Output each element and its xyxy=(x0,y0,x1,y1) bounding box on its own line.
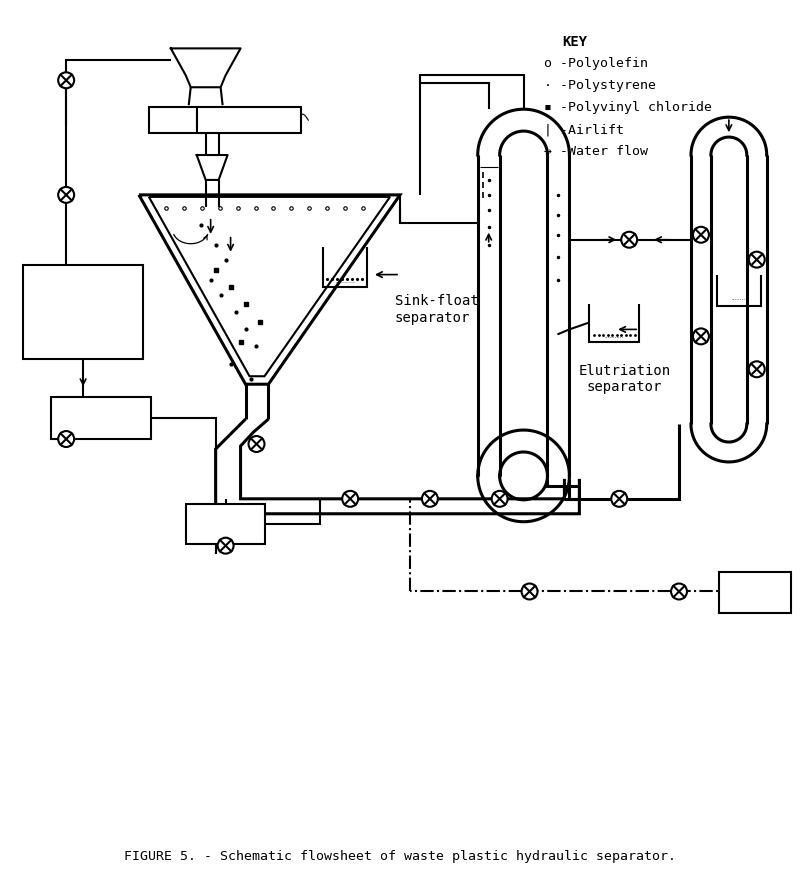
Bar xyxy=(51,397,151,439)
Circle shape xyxy=(622,232,637,248)
Text: ........: ........ xyxy=(732,296,746,300)
Circle shape xyxy=(522,584,538,600)
Text: ...........: ........... xyxy=(605,334,624,340)
Bar xyxy=(719,571,790,613)
Circle shape xyxy=(671,584,687,600)
Text: ..........: .......... xyxy=(335,279,355,283)
Circle shape xyxy=(611,491,627,507)
Circle shape xyxy=(749,252,765,267)
Text: Water
pump: Water pump xyxy=(80,403,122,434)
Circle shape xyxy=(58,431,74,447)
Text: | -Airlift: | -Airlift xyxy=(545,123,625,136)
Text: Air
supply: Air supply xyxy=(730,578,780,608)
Circle shape xyxy=(218,537,234,553)
Text: Flow
meter: Flow meter xyxy=(205,509,246,539)
Circle shape xyxy=(693,227,709,242)
Text: ▪ -Polyvinyl chloride: ▪ -Polyvinyl chloride xyxy=(545,101,713,114)
Bar xyxy=(149,107,197,133)
Text: Sink-float
separator: Sink-float separator xyxy=(395,294,478,325)
Circle shape xyxy=(693,328,709,344)
Text: Water
reservoir: Water reservoir xyxy=(46,298,121,327)
Text: Motor: Motor xyxy=(157,115,189,125)
Bar xyxy=(23,265,143,359)
Circle shape xyxy=(58,187,74,203)
Text: → -Water flow: → -Water flow xyxy=(545,145,649,158)
Circle shape xyxy=(342,491,358,507)
Circle shape xyxy=(749,361,765,377)
Text: Elutriation
separator: Elutriation separator xyxy=(578,364,670,394)
Circle shape xyxy=(422,491,438,507)
Circle shape xyxy=(58,72,74,89)
Polygon shape xyxy=(139,195,400,384)
Bar xyxy=(197,107,302,133)
Bar xyxy=(186,504,266,544)
Text: KEY: KEY xyxy=(562,36,587,49)
Polygon shape xyxy=(170,48,241,88)
Text: o -Polyolefin: o -Polyolefin xyxy=(545,57,649,71)
Text: · -Polystyrene: · -Polystyrene xyxy=(545,80,657,92)
Circle shape xyxy=(492,491,508,507)
Text: FIGURE 5. - Schematic flowsheet of waste plastic hydraulic separator.: FIGURE 5. - Schematic flowsheet of waste… xyxy=(124,849,676,863)
Circle shape xyxy=(249,436,265,452)
Polygon shape xyxy=(197,155,228,180)
